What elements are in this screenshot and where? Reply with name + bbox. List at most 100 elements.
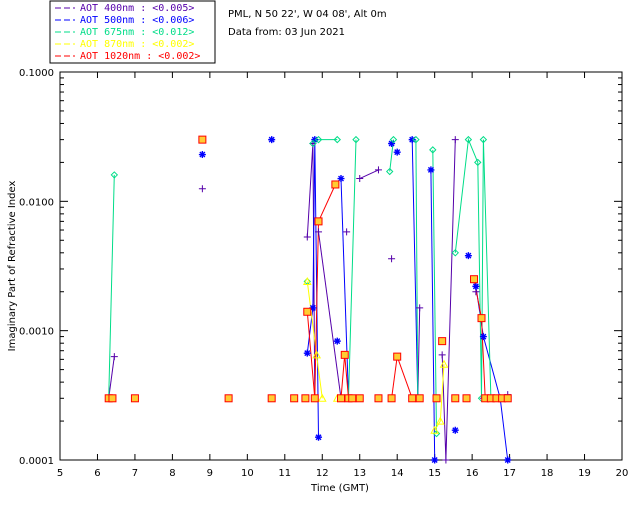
data-point — [374, 166, 382, 174]
data-point — [356, 175, 364, 183]
star-marker-shape — [198, 151, 206, 159]
data-point — [432, 394, 441, 403]
data-point — [479, 333, 487, 341]
star-marker-shape — [451, 426, 459, 434]
data-point — [462, 394, 471, 403]
data-point — [439, 359, 449, 368]
series-line — [430, 169, 436, 461]
data-point — [374, 394, 383, 403]
plus-marker-shape — [374, 166, 382, 174]
data-point — [477, 314, 486, 323]
series-line — [411, 139, 419, 399]
square-marker-shape — [462, 394, 471, 403]
data-point — [451, 249, 459, 257]
data-point — [343, 228, 351, 236]
square-marker-shape — [290, 394, 299, 403]
data-point — [464, 252, 472, 260]
legend-label: AOT 870nm : <0.002> — [80, 39, 194, 50]
y-tick-label: 0.0100 — [19, 197, 54, 208]
square-marker-shape — [503, 394, 512, 403]
triangle-marker-shape — [439, 359, 449, 368]
data-point — [451, 136, 459, 144]
diamond-marker-shape — [110, 171, 119, 179]
data-point — [352, 135, 360, 144]
data-point — [432, 429, 441, 438]
data-point — [464, 135, 473, 144]
square-marker-shape — [303, 307, 312, 316]
data-point — [314, 217, 323, 226]
data-point — [198, 185, 206, 193]
x-tick-label: 19 — [578, 468, 591, 479]
square-marker-shape — [108, 394, 117, 403]
series-line — [108, 356, 115, 399]
series-line — [318, 231, 342, 399]
x-tick-label: 7 — [132, 468, 138, 479]
data-point — [315, 433, 323, 441]
data-point — [267, 394, 276, 403]
triangle-marker-shape — [312, 350, 321, 359]
x-tick-label: 8 — [169, 468, 175, 479]
star-marker-shape — [408, 136, 416, 144]
data-point — [438, 351, 446, 359]
data-point — [503, 394, 512, 403]
data-point — [504, 456, 512, 464]
data-point — [310, 394, 319, 403]
plus-marker-shape — [315, 228, 323, 236]
data-point — [431, 456, 439, 464]
plus-marker-shape — [303, 233, 311, 241]
plus-marker-shape — [416, 304, 424, 312]
data-point — [333, 337, 341, 345]
series-line — [359, 169, 379, 180]
diamond-marker-shape — [309, 139, 317, 148]
square-marker-shape — [355, 394, 364, 403]
x-tick-label: 18 — [541, 468, 554, 479]
data-point — [337, 394, 345, 403]
y-tick-label: 0.0010 — [19, 327, 54, 338]
square-marker-shape — [301, 394, 310, 403]
series-line — [482, 139, 492, 399]
data-point — [331, 180, 340, 189]
series-line — [108, 174, 115, 399]
data-point — [393, 148, 401, 156]
data-point — [224, 394, 233, 403]
data-point — [333, 135, 341, 144]
diamond-marker-shape — [314, 135, 323, 144]
series-line — [391, 356, 398, 399]
data-point — [412, 135, 420, 144]
star-marker-shape — [504, 456, 512, 464]
square-marker-shape — [387, 394, 396, 403]
series-markers — [104, 135, 512, 464]
triangle-marker-shape — [317, 393, 327, 402]
square-marker-shape — [337, 394, 345, 403]
data-point — [408, 136, 416, 144]
square-marker-shape — [470, 275, 479, 284]
data-point — [303, 349, 311, 357]
series-line — [318, 184, 336, 222]
data-point — [110, 353, 118, 361]
square-marker-shape — [224, 394, 233, 403]
plus-marker-shape — [388, 255, 396, 263]
data-point — [317, 393, 327, 402]
series-line — [432, 149, 437, 434]
data-point — [312, 350, 321, 359]
diamond-marker-shape — [412, 135, 420, 144]
square-marker-shape — [314, 217, 323, 226]
plus-marker-shape — [198, 185, 206, 193]
square-marker-shape — [438, 337, 447, 346]
series-line — [396, 356, 413, 399]
triangle-marker-shape — [430, 425, 440, 434]
star-marker-shape — [311, 136, 319, 144]
data-point — [430, 425, 440, 434]
data-point — [474, 158, 482, 167]
data-point — [388, 140, 396, 148]
data-point — [389, 135, 398, 144]
data-point — [472, 282, 480, 290]
plot-area — [59, 71, 623, 461]
y-axis-title: Imaginary Part of Refractive Index — [7, 181, 18, 352]
x-tick-label: 12 — [316, 468, 329, 479]
square-marker-shape — [340, 350, 349, 359]
star-marker-shape — [479, 333, 487, 341]
series-line — [340, 178, 349, 399]
square-marker-shape — [348, 394, 357, 403]
series-lines — [108, 137, 509, 461]
